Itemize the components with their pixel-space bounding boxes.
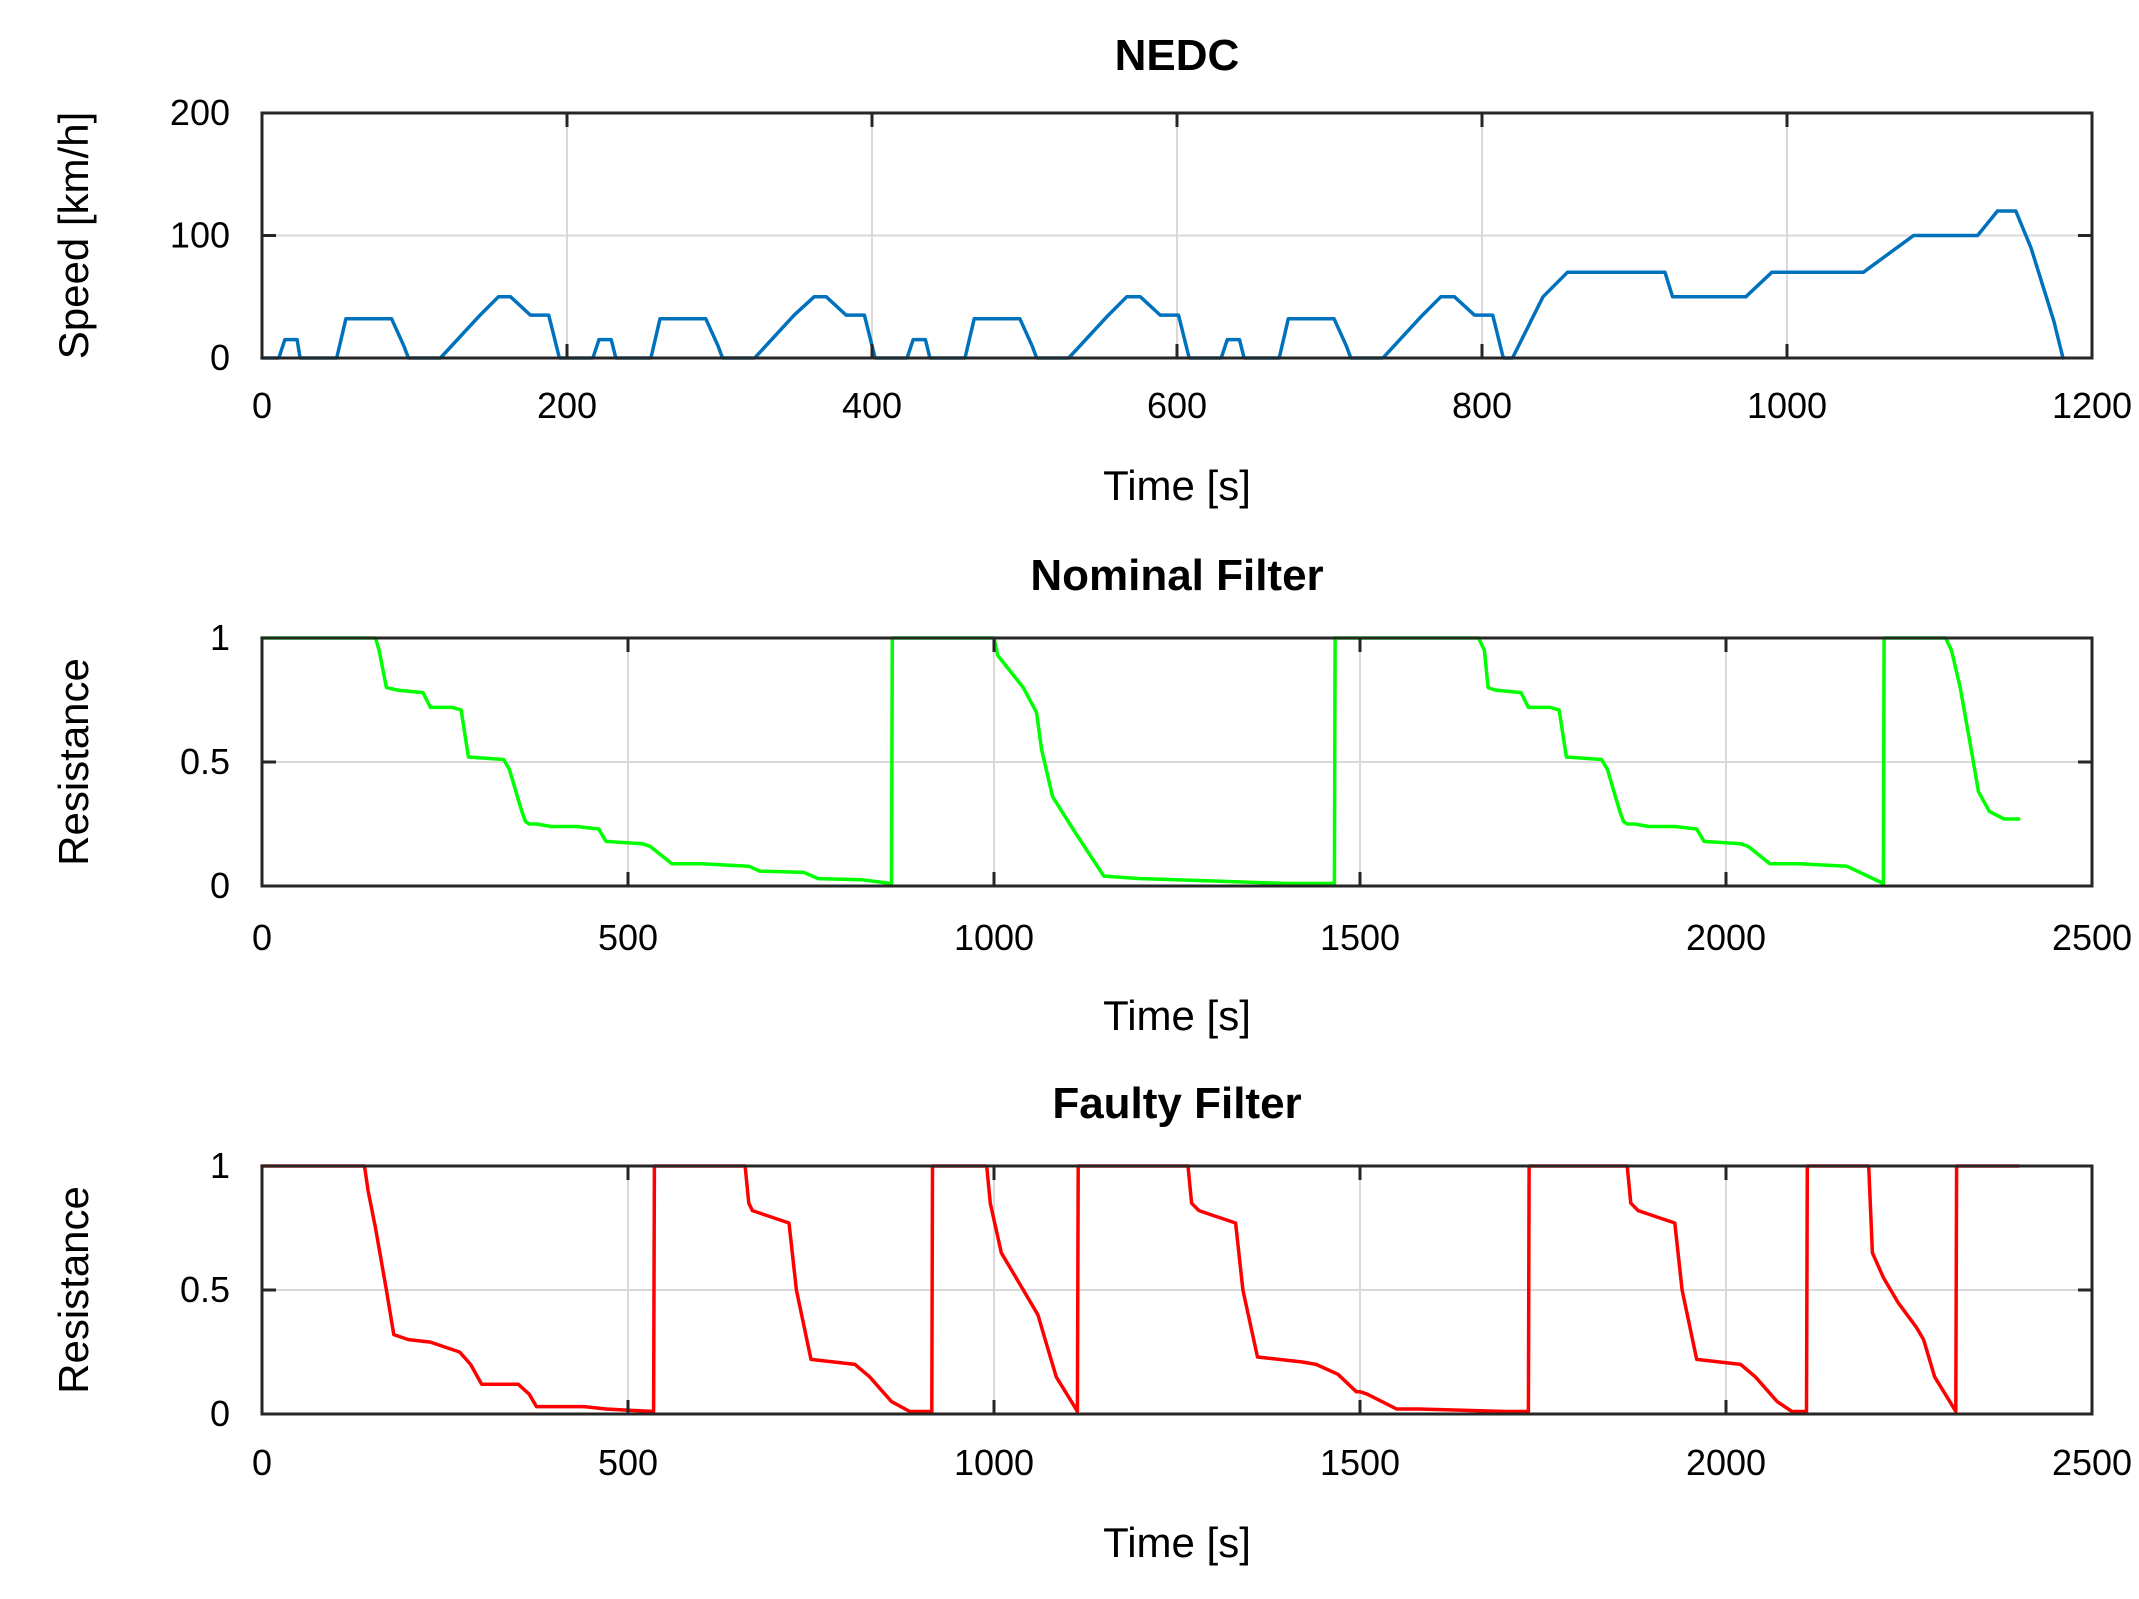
x-tick-label: 1000 [954, 1442, 1034, 1483]
y-tick-label: 0 [210, 337, 230, 378]
x-tick-label: 0 [252, 1442, 272, 1483]
chart-title: NEDC [1115, 31, 1240, 80]
y-tick-label: 200 [170, 92, 230, 133]
y-tick-label: 100 [170, 215, 230, 256]
x-tick-label: 2000 [1686, 1442, 1766, 1483]
x-tick-label: 1200 [2052, 385, 2132, 426]
chart-title: Faulty Filter [1052, 1079, 1301, 1128]
x-axis-label: Time [s] [1103, 1519, 1251, 1566]
x-tick-label: 2000 [1686, 917, 1766, 958]
y-axis-label: Resistance [50, 658, 97, 866]
series-line-nominal [260, 636, 2021, 886]
series-line-speed [260, 209, 2065, 360]
x-axis-label: Time [s] [1103, 462, 1251, 509]
x-tick-label: 500 [598, 917, 658, 958]
x-tick-label: 800 [1452, 385, 1512, 426]
x-tick-label: 1000 [1747, 385, 1827, 426]
x-tick-label: 600 [1147, 385, 1207, 426]
y-tick-label: 0.5 [180, 741, 230, 782]
x-tick-label: 2500 [2052, 1442, 2132, 1483]
y-tick-label: 1 [210, 1145, 230, 1186]
y-axis-label: Speed [km/h] [50, 112, 97, 359]
x-tick-label: 200 [537, 385, 597, 426]
chart-faulty-filter: 0 500 1000 1500 2000 2500 0 0.5 1 Faulty Filter Ti… [50, 1079, 2132, 1566]
x-tick-label: 400 [842, 385, 902, 426]
x-tick-label: 0 [252, 385, 272, 426]
y-tick-label: 0.5 [180, 1269, 230, 1310]
chart-nedc: 0 200 400 600 800 1000 1200 0 100 200 NEDC Time [s]… [50, 31, 2132, 509]
y-tick-label: 0 [210, 865, 230, 906]
x-axis-label: Time [s] [1103, 992, 1251, 1039]
x-tick-label: 1000 [954, 917, 1034, 958]
y-axis-label: Resistance [50, 1186, 97, 1394]
x-tick-label: 1500 [1320, 917, 1400, 958]
x-tick-label: 2500 [2052, 917, 2132, 958]
x-tick-label: 0 [252, 917, 272, 958]
x-tick-label: 1500 [1320, 1442, 1400, 1483]
chart-nominal-filter: 0 500 1000 1500 2000 2500 0 0.5 1 Nominal Filter T… [50, 551, 2132, 1039]
y-tick-label: 1 [210, 617, 230, 658]
y-tick-label: 0 [210, 1393, 230, 1434]
chart-title: Nominal Filter [1030, 551, 1323, 600]
x-tick-label: 500 [598, 1442, 658, 1483]
